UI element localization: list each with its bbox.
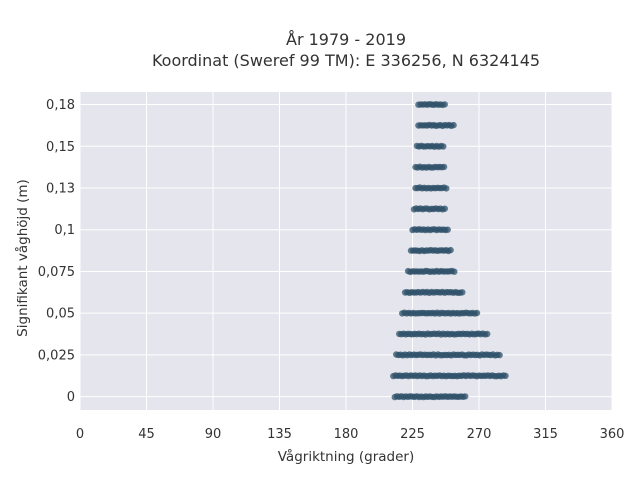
y-tick-label: 0,18 [46, 98, 75, 113]
y-tick-label: 0,15 [46, 140, 75, 155]
data-point [440, 163, 448, 171]
x-axis-label: Vågriktning (grader) [278, 448, 415, 465]
data-point [441, 101, 448, 108]
grid [79, 92, 613, 410]
data-point [473, 309, 481, 317]
data-point [443, 185, 450, 192]
data-point [441, 205, 448, 212]
x-tick-label: 315 [533, 427, 558, 442]
x-tick-labels: 0 45 90 135 180 225 270 315 360 [76, 427, 625, 442]
chart-title-line-1: År 1979 - 2019 [286, 30, 406, 49]
x-tick-label: 180 [334, 427, 359, 442]
x-tick-label: 0 [76, 427, 84, 442]
y-tick-labels: 0 0,025 0,05 0,075 0,1 0,13 0,15 0,18 [38, 98, 75, 405]
data-point [484, 330, 491, 338]
data-point [450, 121, 457, 129]
data-point [459, 289, 466, 296]
x-tick-label: 270 [467, 427, 492, 442]
y-tick-label: 0 [67, 390, 75, 405]
x-tick-label: 225 [400, 427, 425, 442]
data-point [444, 226, 451, 233]
x-tick-label: 135 [267, 427, 292, 442]
y-tick-label: 0,075 [38, 265, 75, 280]
x-tick-label: 45 [138, 427, 155, 442]
y-tick-label: 0,1 [54, 223, 75, 238]
x-tick-label: 360 [600, 427, 625, 442]
chart-title-line-2: Koordinat (Sweref 99 TM): E 336256, N 63… [152, 51, 540, 70]
data-point [447, 246, 454, 254]
y-tick-label: 0,13 [46, 181, 75, 196]
data-point [462, 393, 469, 400]
x-tick-label: 90 [205, 427, 222, 442]
y-tick-label: 0,05 [46, 307, 75, 322]
data-point [502, 372, 509, 379]
data-points [390, 101, 509, 401]
data-point [440, 143, 447, 150]
data-point [451, 268, 458, 275]
y-tick-label: 0,025 [38, 348, 75, 363]
data-point [496, 351, 503, 359]
y-axis-label: Signifikant våghöjd (m) [14, 179, 31, 337]
